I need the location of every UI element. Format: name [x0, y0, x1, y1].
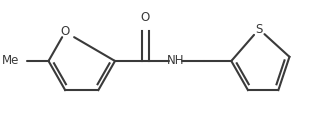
Text: Me: Me: [2, 55, 19, 67]
Text: O: O: [141, 11, 150, 24]
Text: O: O: [60, 25, 70, 38]
Text: NH: NH: [167, 55, 185, 67]
Text: S: S: [255, 23, 263, 36]
